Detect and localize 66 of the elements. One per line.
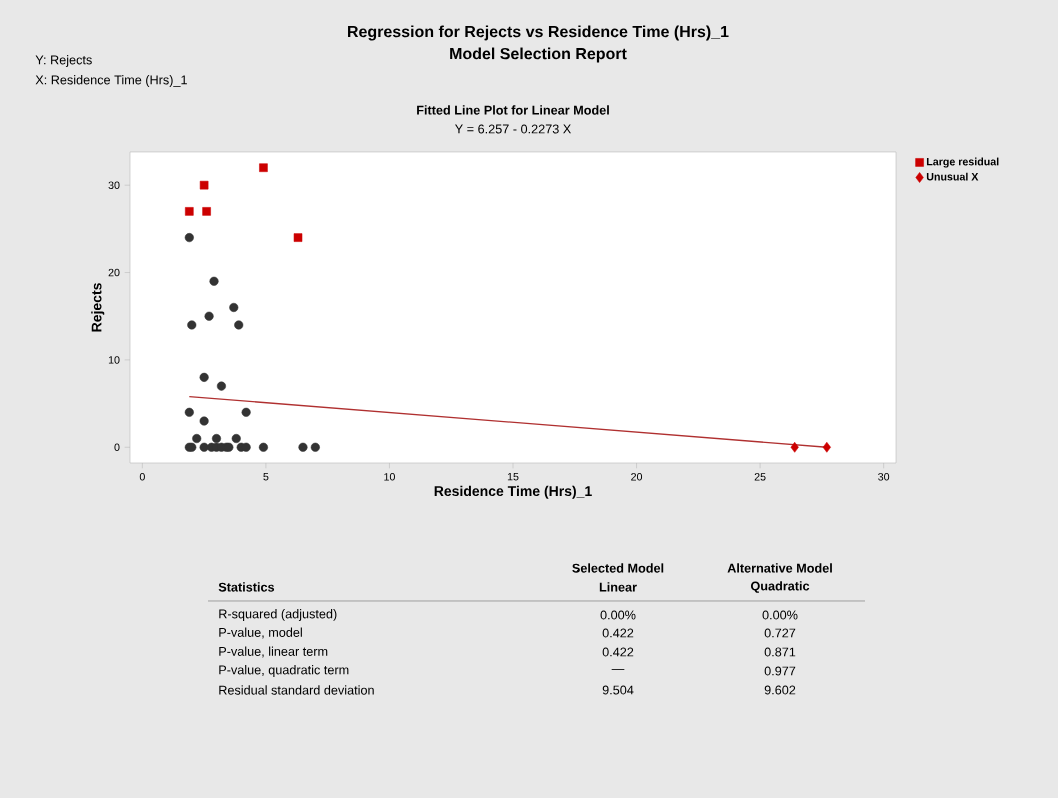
text: 0.422 xyxy=(602,628,634,638)
text: — xyxy=(611,669,625,671)
x-tick-label: 5 xyxy=(263,473,269,481)
point xyxy=(192,433,202,444)
text: 0.727 xyxy=(764,628,796,638)
point xyxy=(234,320,244,330)
point xyxy=(199,372,209,382)
point xyxy=(298,442,308,452)
point xyxy=(184,233,194,243)
x-axis-title: Residence Time (Hrs)_1 xyxy=(434,485,592,499)
text: Selected Model xyxy=(572,563,664,573)
text: Residual standard deviation xyxy=(219,685,374,695)
point xyxy=(184,407,194,417)
text: Alternative Model xyxy=(727,563,832,573)
text: 9.602 xyxy=(764,685,796,695)
chart-subtitle: Model Selection Report xyxy=(450,47,627,63)
point xyxy=(259,163,268,172)
legend-label: Unusual X xyxy=(926,172,979,181)
y-tick-label: 10 xyxy=(108,356,120,364)
x-tick-label: 30 xyxy=(878,473,890,481)
point xyxy=(229,302,239,313)
text: R-squared (adjusted) xyxy=(219,609,337,621)
y-axis-title: Rejects xyxy=(91,283,105,332)
point xyxy=(185,207,194,216)
x-tick-label: 25 xyxy=(754,473,766,481)
text: Y = 6.257 - 0.2273 X xyxy=(455,124,571,134)
y-tick-label: 20 xyxy=(108,268,120,277)
text: P-value, linear term xyxy=(219,646,328,658)
y-tick-label: 30 xyxy=(108,181,120,189)
point xyxy=(231,433,241,444)
point xyxy=(199,416,209,426)
y-tick-label: 0 xyxy=(114,443,120,452)
text: 0.871 xyxy=(764,647,796,657)
legend-label: Large residual xyxy=(926,157,999,168)
text: P-value, quadratic term xyxy=(219,665,349,677)
point xyxy=(216,381,226,391)
point xyxy=(790,441,799,453)
text: Linear xyxy=(599,582,637,592)
x-tick-label: 20 xyxy=(631,473,643,481)
point xyxy=(310,442,320,452)
point xyxy=(199,442,209,452)
point xyxy=(293,233,303,242)
point xyxy=(211,433,222,444)
point xyxy=(187,320,197,330)
point xyxy=(204,311,214,321)
point xyxy=(199,180,209,190)
text: X: Residence Time (Hrs)_1 xyxy=(35,75,187,87)
text: Fitted Line Plot for Linear Model xyxy=(417,105,609,115)
text: 0.00% xyxy=(762,610,798,620)
text: 0.422 xyxy=(602,647,634,657)
text: 9.504 xyxy=(602,685,634,695)
x-tick-label: 15 xyxy=(507,473,519,481)
text: P-value, model xyxy=(219,627,302,639)
chart-title: Regression for Rejects vs Residence Time (Hrs)_1 xyxy=(348,25,729,41)
text: Y: Rejects xyxy=(35,55,92,67)
point xyxy=(209,276,219,286)
point xyxy=(202,207,211,216)
x-tick-label: 10 xyxy=(384,473,395,481)
point xyxy=(241,407,251,417)
point xyxy=(258,442,268,452)
x-tick-label: 0 xyxy=(139,473,145,481)
text: 0.977 xyxy=(764,666,796,676)
text: Statistics xyxy=(218,582,275,592)
text: Quadratic xyxy=(750,581,810,593)
point xyxy=(822,441,831,453)
text: 0.00% xyxy=(600,610,636,620)
